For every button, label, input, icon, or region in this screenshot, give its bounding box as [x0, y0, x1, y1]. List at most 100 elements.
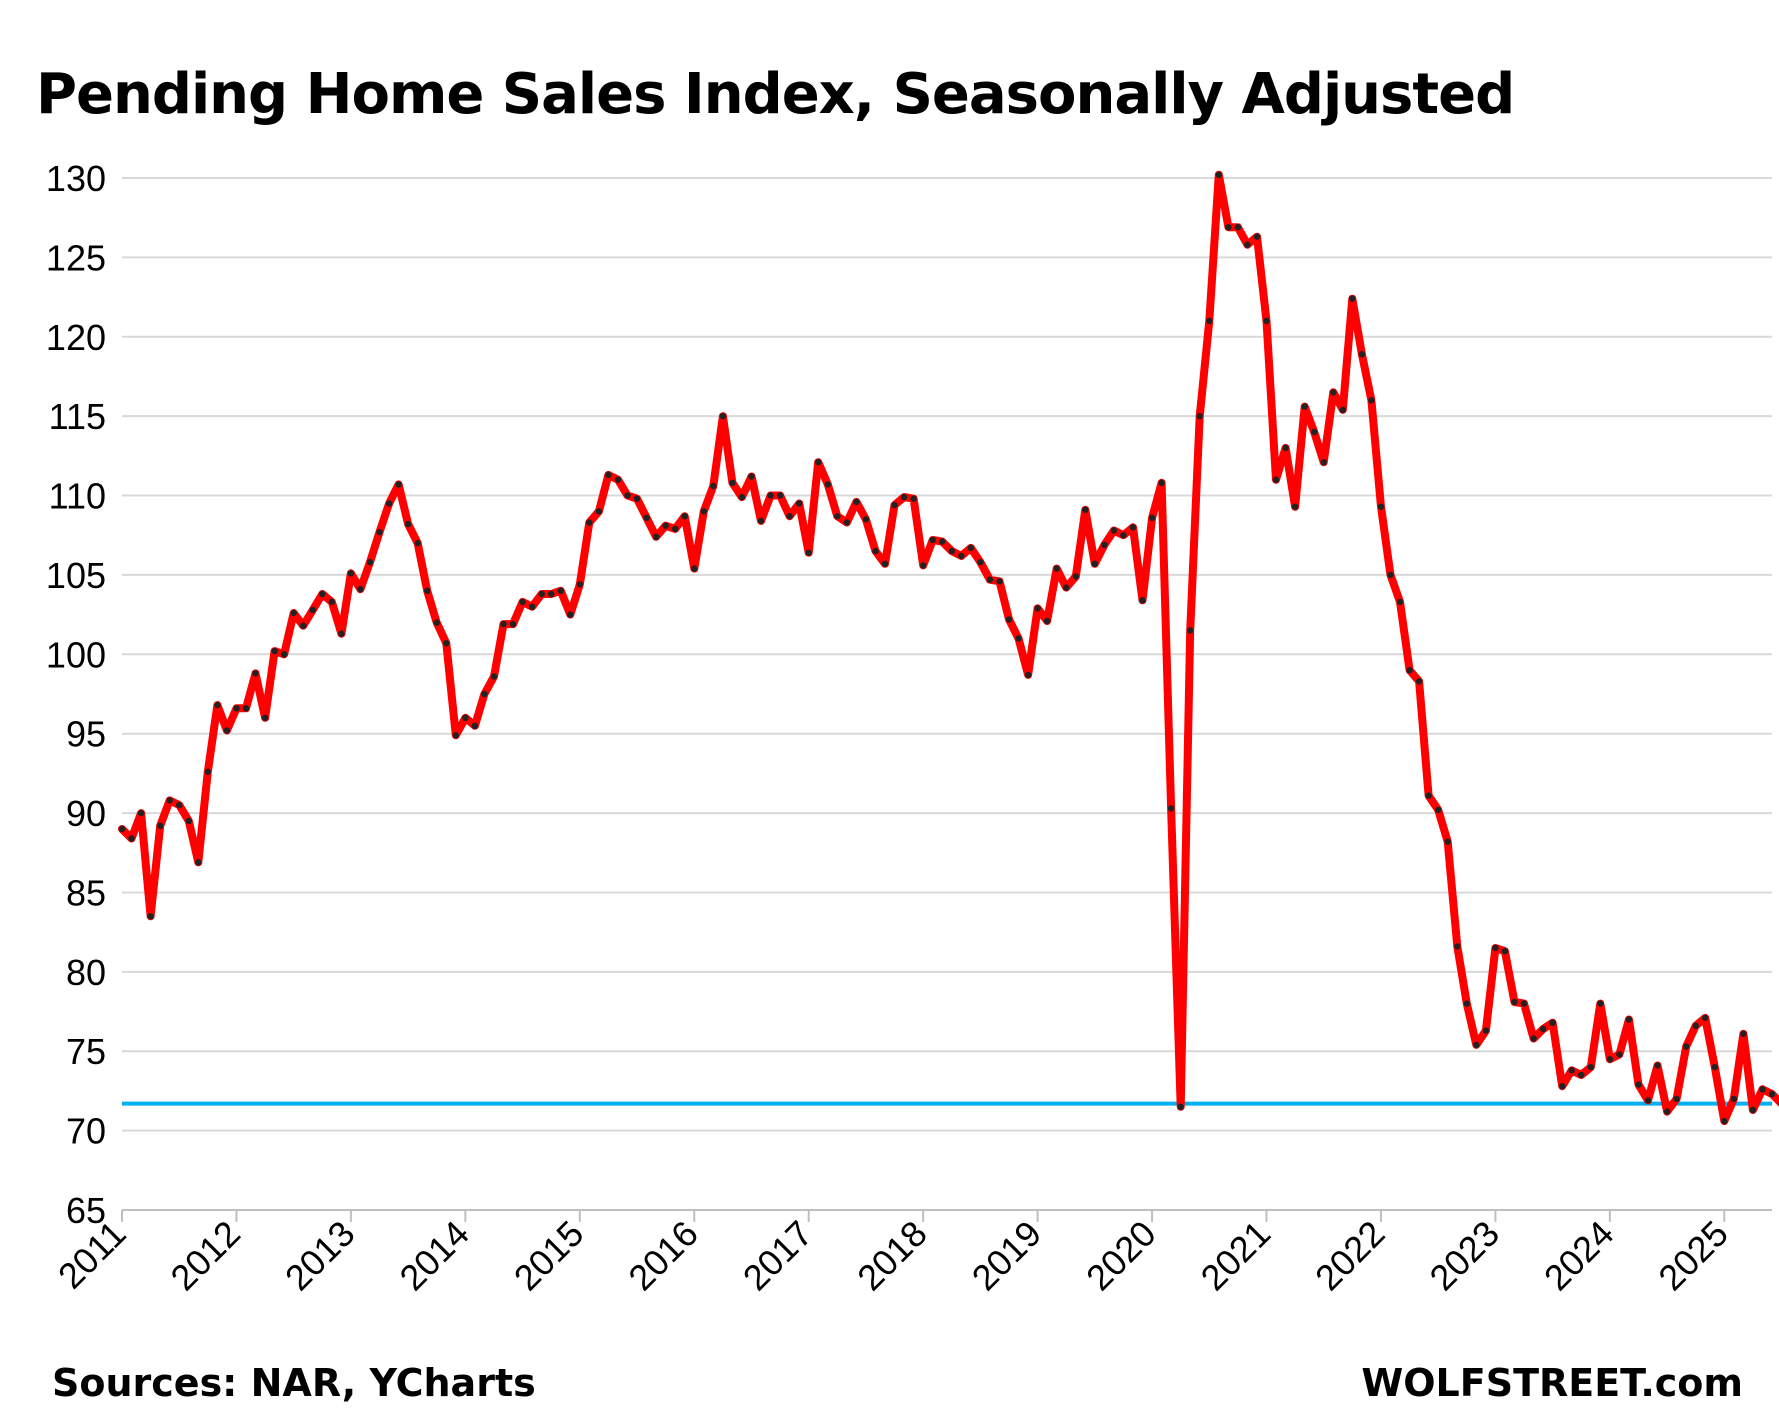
data-point-160 [1644, 1097, 1652, 1104]
data-point-19 [300, 622, 307, 629]
data-point-167 [1711, 1063, 1719, 1071]
data-point-37 [471, 722, 479, 729]
data-point-137 [1425, 792, 1432, 799]
data-point-52 [614, 476, 622, 483]
data-point-81 [891, 501, 898, 509]
x-tick-label-2021: 2021 [1193, 1213, 1279, 1299]
data-point-71 [796, 500, 803, 507]
x-tick-label-2016: 2016 [620, 1213, 706, 1299]
data-point-92 [996, 578, 1003, 585]
data-point-100 [1072, 573, 1080, 580]
data-point-90 [977, 559, 984, 566]
data-point-58 [672, 525, 679, 533]
data-point-33 [433, 619, 440, 626]
data-point-165 [1692, 1022, 1699, 1029]
data-point-5 [166, 797, 173, 804]
data-point-9 [204, 768, 211, 775]
data-point-94 [1015, 635, 1022, 642]
series-group [118, 170, 1779, 1126]
gridlines [122, 177, 1772, 1132]
data-point-6 [176, 801, 183, 809]
x-tick-label-2025: 2025 [1650, 1213, 1736, 1299]
data-point-74 [824, 481, 831, 488]
y-tick-label-105: 105 [46, 555, 106, 596]
data-point-80 [881, 560, 889, 567]
data-point-141 [1463, 1000, 1471, 1007]
data-point-146 [1511, 998, 1518, 1006]
x-tick-label-2014: 2014 [391, 1213, 477, 1299]
x-tick-label-2019: 2019 [964, 1213, 1050, 1299]
data-point-132 [1377, 503, 1385, 510]
data-point-121 [1272, 476, 1280, 483]
data-point-116 [1225, 224, 1232, 231]
data-point-70 [786, 513, 793, 520]
data-point-173 [1768, 1090, 1776, 1098]
data-point-103 [1101, 541, 1108, 548]
data-point-93 [1005, 616, 1013, 623]
data-point-1 [128, 835, 135, 842]
data-point-129 [1349, 295, 1356, 302]
data-point-26 [366, 559, 374, 566]
axes [121, 1209, 1772, 1222]
data-point-142 [1473, 1041, 1480, 1049]
data-point-114 [1206, 317, 1213, 325]
data-point-14 [252, 670, 259, 677]
data-point-144 [1492, 944, 1499, 952]
data-point-67 [757, 517, 765, 525]
data-point-136 [1415, 678, 1423, 685]
data-point-8 [195, 859, 202, 866]
data-point-138 [1435, 806, 1442, 814]
watermark: WOLFSTREET.com [1361, 1361, 1743, 1405]
data-point-31 [414, 540, 421, 547]
data-point-106 [1129, 524, 1137, 531]
data-point-111 [1177, 1103, 1184, 1111]
data-point-20 [309, 606, 316, 614]
data-point-134 [1396, 598, 1404, 606]
x-tick-label-2018: 2018 [849, 1213, 935, 1299]
data-point-53 [624, 492, 631, 499]
data-point-18 [290, 609, 297, 617]
data-point-32 [424, 587, 431, 594]
data-point-85 [929, 536, 936, 544]
data-point-39 [490, 673, 498, 680]
data-point-109 [1158, 479, 1165, 486]
data-point-104 [1110, 527, 1118, 534]
data-point-59 [681, 513, 688, 520]
data-point-83 [910, 495, 917, 502]
x-tick-label-2023: 2023 [1421, 1213, 1507, 1299]
data-markers [118, 171, 1779, 1125]
data-point-170 [1740, 1030, 1747, 1038]
data-point-51 [605, 471, 612, 479]
data-point-113 [1196, 413, 1203, 420]
data-point-133 [1387, 571, 1394, 579]
data-point-161 [1654, 1062, 1661, 1069]
y-tick-label-110: 110 [49, 476, 106, 517]
y-tick-label-130: 130 [46, 158, 106, 199]
data-point-87 [948, 547, 955, 555]
x-tick-label-2022: 2022 [1307, 1213, 1393, 1299]
data-point-86 [939, 538, 946, 545]
data-point-65 [738, 493, 746, 501]
data-point-66 [748, 473, 755, 480]
y-tick-label-115: 115 [49, 396, 106, 437]
data-point-76 [843, 519, 851, 526]
data-point-101 [1082, 506, 1089, 513]
data-point-157 [1616, 1051, 1623, 1058]
data-point-28 [385, 500, 393, 507]
data-point-78 [862, 516, 870, 523]
data-point-119 [1253, 233, 1261, 240]
data-point-40 [500, 620, 507, 628]
y-tick-label-120: 120 [46, 317, 106, 358]
data-point-36 [462, 714, 469, 721]
data-point-60 [691, 565, 698, 572]
data-point-112 [1187, 627, 1194, 634]
data-point-49 [586, 519, 593, 526]
data-point-105 [1120, 532, 1127, 539]
data-point-96 [1034, 605, 1041, 612]
data-point-73 [815, 459, 822, 466]
x-tick-label-2012: 2012 [162, 1213, 248, 1299]
data-point-35 [452, 732, 459, 739]
data-point-123 [1291, 503, 1299, 510]
data-point-169 [1730, 1095, 1738, 1103]
data-point-152 [1568, 1067, 1575, 1074]
